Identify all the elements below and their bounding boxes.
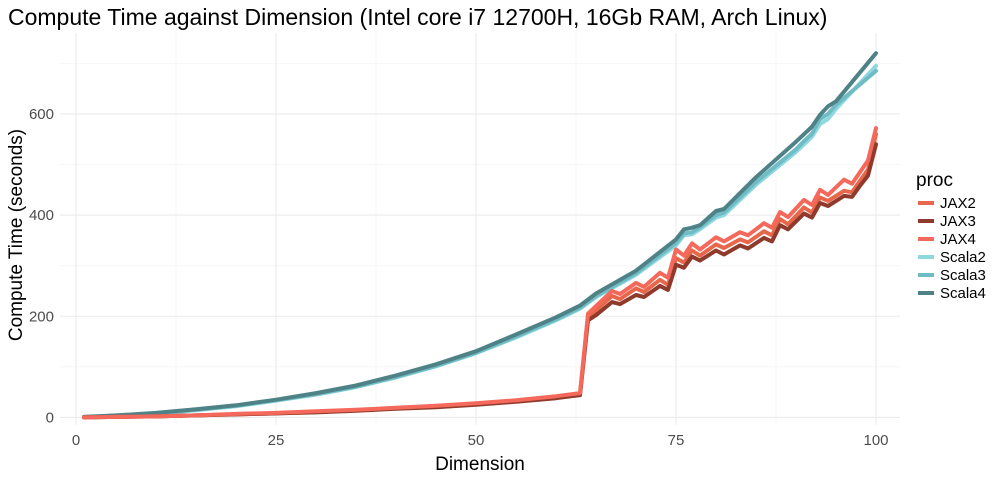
series-lines bbox=[82, 51, 878, 420]
y-axis-ticks: 0 200 400 600 bbox=[29, 106, 54, 426]
y-tick-label: 600 bbox=[29, 106, 54, 123]
y-tick-label: 200 bbox=[29, 308, 54, 325]
x-tick-label: 0 bbox=[72, 432, 80, 449]
legend-label-jax2: JAX2 bbox=[940, 195, 976, 212]
legend-label-scala3: Scala3 bbox=[940, 267, 986, 284]
series-line-scala4 bbox=[82, 51, 878, 419]
y-tick-label: 400 bbox=[29, 207, 54, 224]
y-axis-title: Compute Time (seconds) bbox=[6, 129, 27, 341]
legend-label-jax4: JAX4 bbox=[940, 231, 976, 248]
series-line-jax4 bbox=[82, 126, 878, 420]
x-tick-label: 25 bbox=[268, 432, 285, 449]
x-axis-ticks: 0 25 50 75 100 bbox=[72, 432, 889, 449]
chart-title: Compute Time against Dimension (Intel co… bbox=[8, 4, 827, 30]
y-tick-label: 0 bbox=[46, 409, 54, 426]
legend-title: proc bbox=[916, 170, 953, 191]
legend-label-scala2: Scala2 bbox=[940, 249, 986, 266]
x-tick-label: 50 bbox=[468, 432, 485, 449]
x-tick-label: 75 bbox=[668, 432, 685, 449]
grid bbox=[60, 33, 900, 425]
legend-label-scala4: Scala4 bbox=[940, 285, 986, 302]
x-axis-title: Dimension bbox=[435, 454, 525, 475]
legend-label-jax3: JAX3 bbox=[940, 213, 976, 230]
x-tick-label: 100 bbox=[863, 432, 888, 449]
